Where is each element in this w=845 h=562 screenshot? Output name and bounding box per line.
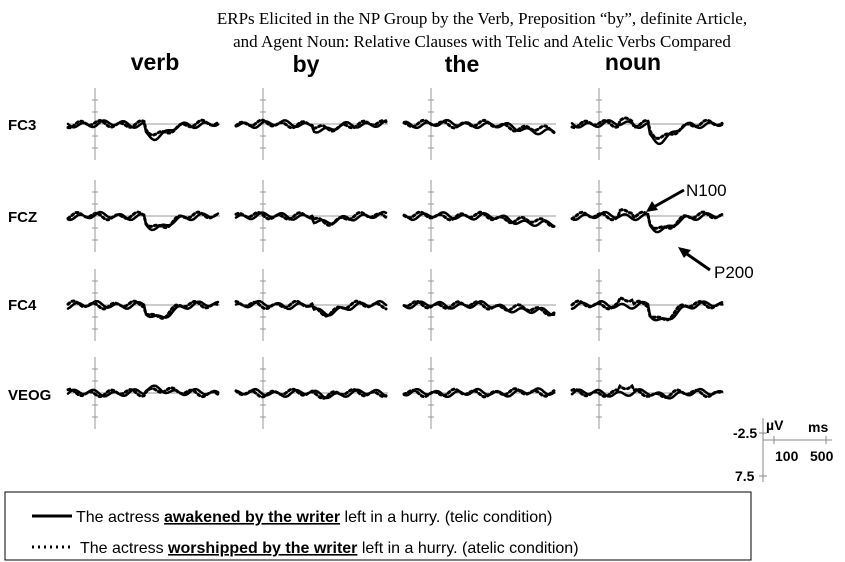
- column-label: verb: [131, 49, 180, 75]
- legend-text: The actress: [76, 509, 164, 526]
- atelic-wave: [234, 387, 388, 400]
- scale-unit: µV: [766, 417, 784, 433]
- row-label: FC3: [8, 117, 36, 134]
- legend-entry: The actress worshipped by the writer lef…: [80, 540, 579, 557]
- scale-label: -2.5: [733, 425, 757, 441]
- scale-label: 500: [810, 448, 834, 464]
- arrow: [683, 250, 711, 272]
- column-label: the: [445, 51, 480, 77]
- column-label: noun: [605, 49, 661, 75]
- scale-bar: -2.5 µV ms 100 500 7.5: [733, 417, 834, 484]
- arrow: [651, 188, 685, 210]
- waveforms: [66, 88, 724, 429]
- arrowhead: [646, 201, 658, 212]
- legend-entry: The actress awakened by the writer left …: [76, 509, 552, 526]
- atelic-wave: [570, 295, 724, 322]
- annotation: P200: [714, 263, 754, 282]
- legend-emphasis: worshipped by the writer: [167, 540, 357, 557]
- atelic-wave: [402, 387, 556, 399]
- telic-wave: [402, 211, 556, 228]
- row-label: FCZ: [8, 209, 37, 226]
- legend-emphasis: awakened by the writer: [164, 509, 340, 526]
- legend-box: [4, 491, 752, 561]
- row-label: FC4: [8, 297, 37, 314]
- atelic-wave: [66, 118, 220, 137]
- scale-unit: ms: [808, 419, 828, 435]
- telic-wave: [66, 119, 220, 142]
- atelic-wave: [570, 208, 724, 230]
- atelic-wave: [402, 118, 556, 134]
- atelic-wave: [66, 210, 220, 230]
- title-line: ERPs Elicited in the NP Group by the Ver…: [217, 9, 747, 28]
- atelic-wave: [402, 299, 556, 317]
- legend-text: left in a hurry. (atelic condition): [357, 540, 578, 557]
- telic-wave: [66, 299, 220, 319]
- atelic-wave: [234, 118, 388, 133]
- column-label: by: [293, 51, 320, 77]
- legend-text: left in a hurry. (telic condition): [340, 509, 552, 526]
- atelic-wave: [402, 210, 556, 228]
- title-line: and Agent Noun: Relative Clauses with Te…: [233, 32, 731, 51]
- legend-text: The actress: [80, 540, 168, 557]
- row-label: VEOG: [8, 387, 51, 404]
- atelic-wave: [234, 299, 388, 318]
- atelic-wave: [570, 383, 724, 400]
- annotation: N100: [686, 181, 727, 200]
- atelic-wave: [234, 210, 388, 227]
- atelic-wave: [66, 299, 220, 320]
- atelic-wave: [570, 116, 724, 141]
- atelic-wave: [66, 386, 220, 399]
- arrowhead: [678, 247, 691, 258]
- scale-label: 100: [775, 448, 799, 464]
- scale-label: 7.5: [735, 468, 755, 484]
